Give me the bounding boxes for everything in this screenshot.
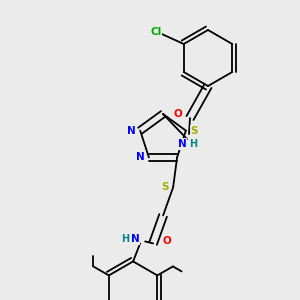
Text: N: N: [178, 139, 186, 149]
Text: S: S: [161, 182, 169, 192]
Text: S: S: [190, 126, 198, 136]
Text: H: H: [189, 139, 197, 149]
Text: O: O: [174, 109, 182, 119]
Text: N: N: [131, 234, 140, 244]
Text: N: N: [127, 126, 136, 136]
Text: H: H: [121, 234, 129, 244]
Text: O: O: [163, 236, 172, 246]
Text: N: N: [136, 152, 144, 162]
Text: Cl: Cl: [150, 27, 161, 37]
